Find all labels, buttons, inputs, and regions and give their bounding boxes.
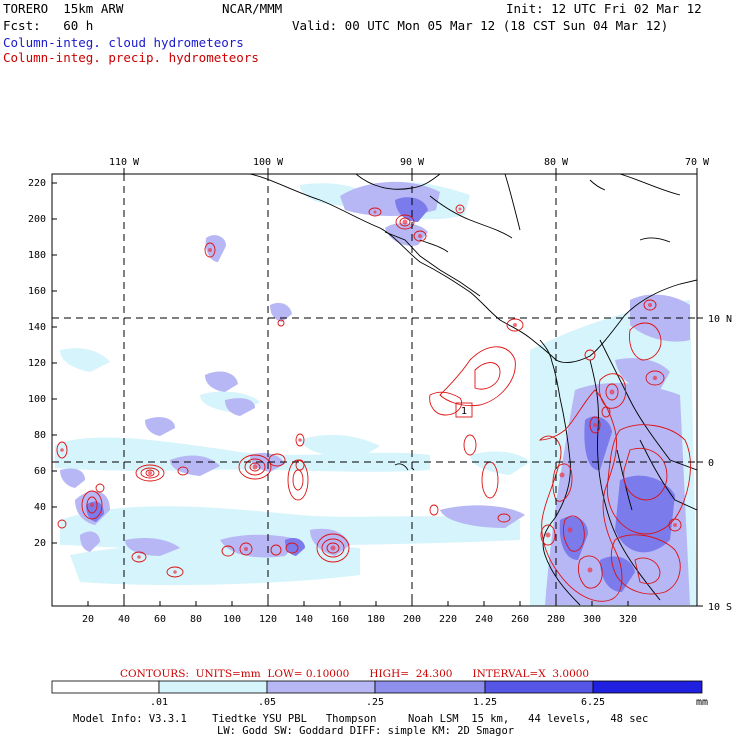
bottom-ticks (87, 601, 629, 606)
y-label: 60 (34, 466, 46, 477)
y-label: 40 (34, 502, 46, 513)
lat-label: 10 S (708, 602, 732, 613)
y-label: 200 (28, 214, 46, 225)
x-label: 160 (331, 614, 349, 625)
contour-interval: INTERVAL=X 3.0000 (472, 668, 590, 680)
x-label: 180 (367, 614, 385, 625)
lon-label: 100 W (253, 157, 284, 168)
model-info-line1: Model Info: V3.3.1 Tiedtke YSU PBL Thomp… (73, 713, 649, 725)
colorbar-label: .01 (150, 697, 168, 708)
left-ticks (52, 182, 57, 544)
lon-label: 90 W (400, 157, 425, 168)
precip-cores (60, 207, 677, 574)
y-label: 220 (28, 178, 46, 189)
coastlines (249, 174, 697, 606)
colorbar-unit: mm (696, 697, 708, 708)
x-label: 20 (82, 614, 94, 625)
y-label: 20 (34, 538, 46, 549)
x-label: 100 (223, 614, 241, 625)
plot-frame (51, 173, 698, 607)
latlon-grid (52, 174, 697, 606)
lon-label: 80 W (544, 157, 569, 168)
contour-label-box (455, 402, 473, 418)
y-label: 80 (34, 430, 46, 441)
colorbar-label: 6.25 (581, 697, 605, 708)
lon-label: 110 W (109, 157, 140, 168)
y-label: 140 (28, 322, 46, 333)
cloud-field-legend: Column-integ. cloud hydrometeors (3, 35, 244, 50)
precip-contours (56, 204, 691, 602)
contour-label: 1 (461, 406, 467, 417)
model-title: TORERO 15km ARW (3, 1, 124, 16)
y-label: 120 (28, 358, 46, 369)
y-label: 180 (28, 250, 46, 261)
colorbar-label: .05 (258, 697, 276, 708)
lat-label: 10 N (708, 314, 732, 325)
lon-labels: 110 W 100 W 90 W 80 W 70 W (109, 157, 710, 168)
init-time: Init: 12 UTC Fri 02 Mar 12 (506, 1, 702, 16)
contour-low: LOW= 0.10000 (267, 668, 350, 680)
x-index-labels: 20 40 60 80 100 120 140 160 180 200 220 … (82, 614, 637, 625)
forecast-hour: Fcst: 60 h (3, 18, 94, 33)
x-label: 280 (547, 614, 565, 625)
lon-label: 70 W (685, 157, 710, 168)
x-label: 60 (154, 614, 166, 625)
y-label: 100 (28, 394, 46, 405)
lat-labels: 10 N 0 10 S (708, 314, 732, 613)
x-label: 40 (118, 614, 130, 625)
colorbar-labels: .01 .05 .25 1.25 6.25 mm (150, 697, 708, 708)
contour-high: HIGH= 24.300 (369, 668, 453, 680)
contour-title: CONTOURS: (120, 668, 189, 680)
lat-label: 0 (708, 458, 714, 469)
x-label: 240 (475, 614, 493, 625)
x-label: 80 (190, 614, 202, 625)
x-label: 260 (511, 614, 529, 625)
y-label: 160 (28, 286, 46, 297)
colorbar-label: .25 (366, 697, 384, 708)
x-label: 220 (439, 614, 457, 625)
cloud-shade-dark (86, 197, 675, 592)
x-label: 200 (403, 614, 421, 625)
valid-time: Valid: 00 UTC Mon 05 Mar 12 (18 CST Sun … (292, 18, 669, 33)
precip-field-legend: Column-integ. precip. hydrometeors (3, 50, 259, 65)
cloud-shading-layer (55, 181, 697, 606)
right-ticks (697, 317, 703, 607)
x-label: 320 (619, 614, 637, 625)
top-ticks (123, 168, 698, 174)
x-label: 140 (295, 614, 313, 625)
x-label: 120 (259, 614, 277, 625)
colorbar (51, 680, 703, 694)
colorbar-label: 1.25 (473, 697, 497, 708)
model-info-line2: LW: Godd SW: Goddard DIFF: simple KM: 2D… (217, 725, 515, 737)
organization-label: NCAR/MMM (222, 1, 283, 16)
contour-units: UNITS=mm (195, 668, 261, 680)
y-index-labels: 220 200 180 160 140 120 100 80 60 40 20 … (28, 178, 46, 549)
x-label: 300 (583, 614, 601, 625)
contour-info: CONTOURS: UNITS=mm LOW= 0.10000 HIGH= 24… (120, 668, 589, 680)
